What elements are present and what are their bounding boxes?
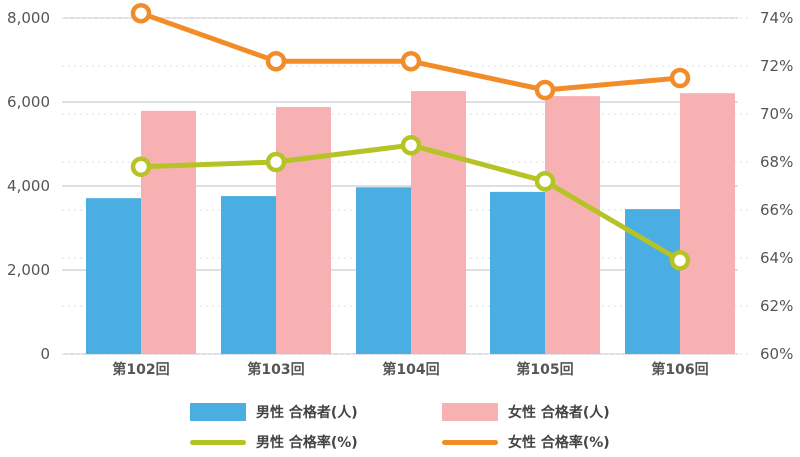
bar (221, 196, 276, 354)
right-axis-ticks: 60% 62% 64% 66% 68% 70% 72% 74% (760, 9, 793, 363)
svg-text:66%: 66% (760, 201, 793, 219)
svg-text:72%: 72% (760, 57, 793, 75)
svg-text:70%: 70% (760, 105, 793, 123)
bar (545, 96, 600, 355)
legend-item-female-passers: 女性 合格者(人) (442, 402, 610, 422)
legend-swatch-pink (442, 403, 498, 421)
line-point (400, 134, 422, 156)
svg-text:60%: 60% (760, 345, 793, 363)
line-point (130, 2, 152, 24)
line-point (534, 170, 556, 192)
bar (141, 110, 196, 354)
bar (411, 91, 466, 354)
bar (86, 198, 141, 354)
line-point (265, 50, 287, 72)
svg-text:74%: 74% (760, 9, 793, 27)
legend: 男性 合格者(人) 女性 合格者(人) 男性 合格率(%) 女性 合格率(%) (0, 392, 800, 452)
line-point (130, 156, 152, 178)
legend-label: 男性 合格率(%) (256, 435, 358, 451)
left-axis-ticks: 0 2,000 4,000 6,000 8,000 (7, 9, 50, 363)
legend-label: 男性 合格者(人) (256, 405, 358, 421)
legend-item-female-rate: 女性 合格率(%) (442, 432, 610, 452)
svg-text:68%: 68% (760, 153, 793, 171)
svg-text:第102回: 第102回 (112, 361, 169, 378)
svg-text:第104回: 第104回 (382, 361, 439, 378)
legend-item-male-rate: 男性 合格率(%) (190, 432, 358, 452)
legend-line-orange (442, 439, 498, 445)
line-point (669, 250, 691, 271)
bar-series (86, 91, 735, 355)
svg-text:第105回: 第105回 (516, 361, 573, 378)
line-series (130, 2, 691, 271)
legend-line-green (190, 439, 246, 445)
svg-text:6,000: 6,000 (7, 93, 50, 111)
bar (356, 187, 411, 354)
line-point (669, 67, 691, 89)
legend-label: 女性 合格率(%) (508, 435, 610, 451)
svg-text:0: 0 (40, 345, 50, 363)
svg-text:8,000: 8,000 (7, 9, 50, 27)
line-point (265, 151, 287, 173)
line-point (400, 50, 422, 72)
svg-text:第103回: 第103回 (247, 361, 304, 378)
legend-swatch-blue (190, 403, 246, 421)
x-axis-labels: 第102回 第103回 第104回 第105回 第106回 (112, 361, 708, 378)
svg-text:第106回: 第106回 (651, 361, 708, 378)
legend-item-male-passers: 男性 合格者(人) (190, 402, 358, 422)
bar (680, 93, 735, 355)
line-point (534, 79, 556, 101)
bar (490, 191, 545, 354)
legend-label: 女性 合格者(人) (508, 405, 610, 421)
svg-text:62%: 62% (760, 297, 793, 315)
bar (276, 107, 331, 354)
svg-text:4,000: 4,000 (7, 177, 50, 195)
svg-text:64%: 64% (760, 249, 793, 267)
svg-text:2,000: 2,000 (7, 261, 50, 279)
combo-chart: 0 2,000 4,000 6,000 8,000 60% 62% 64% 66% 68% 70%… (7, 2, 793, 378)
